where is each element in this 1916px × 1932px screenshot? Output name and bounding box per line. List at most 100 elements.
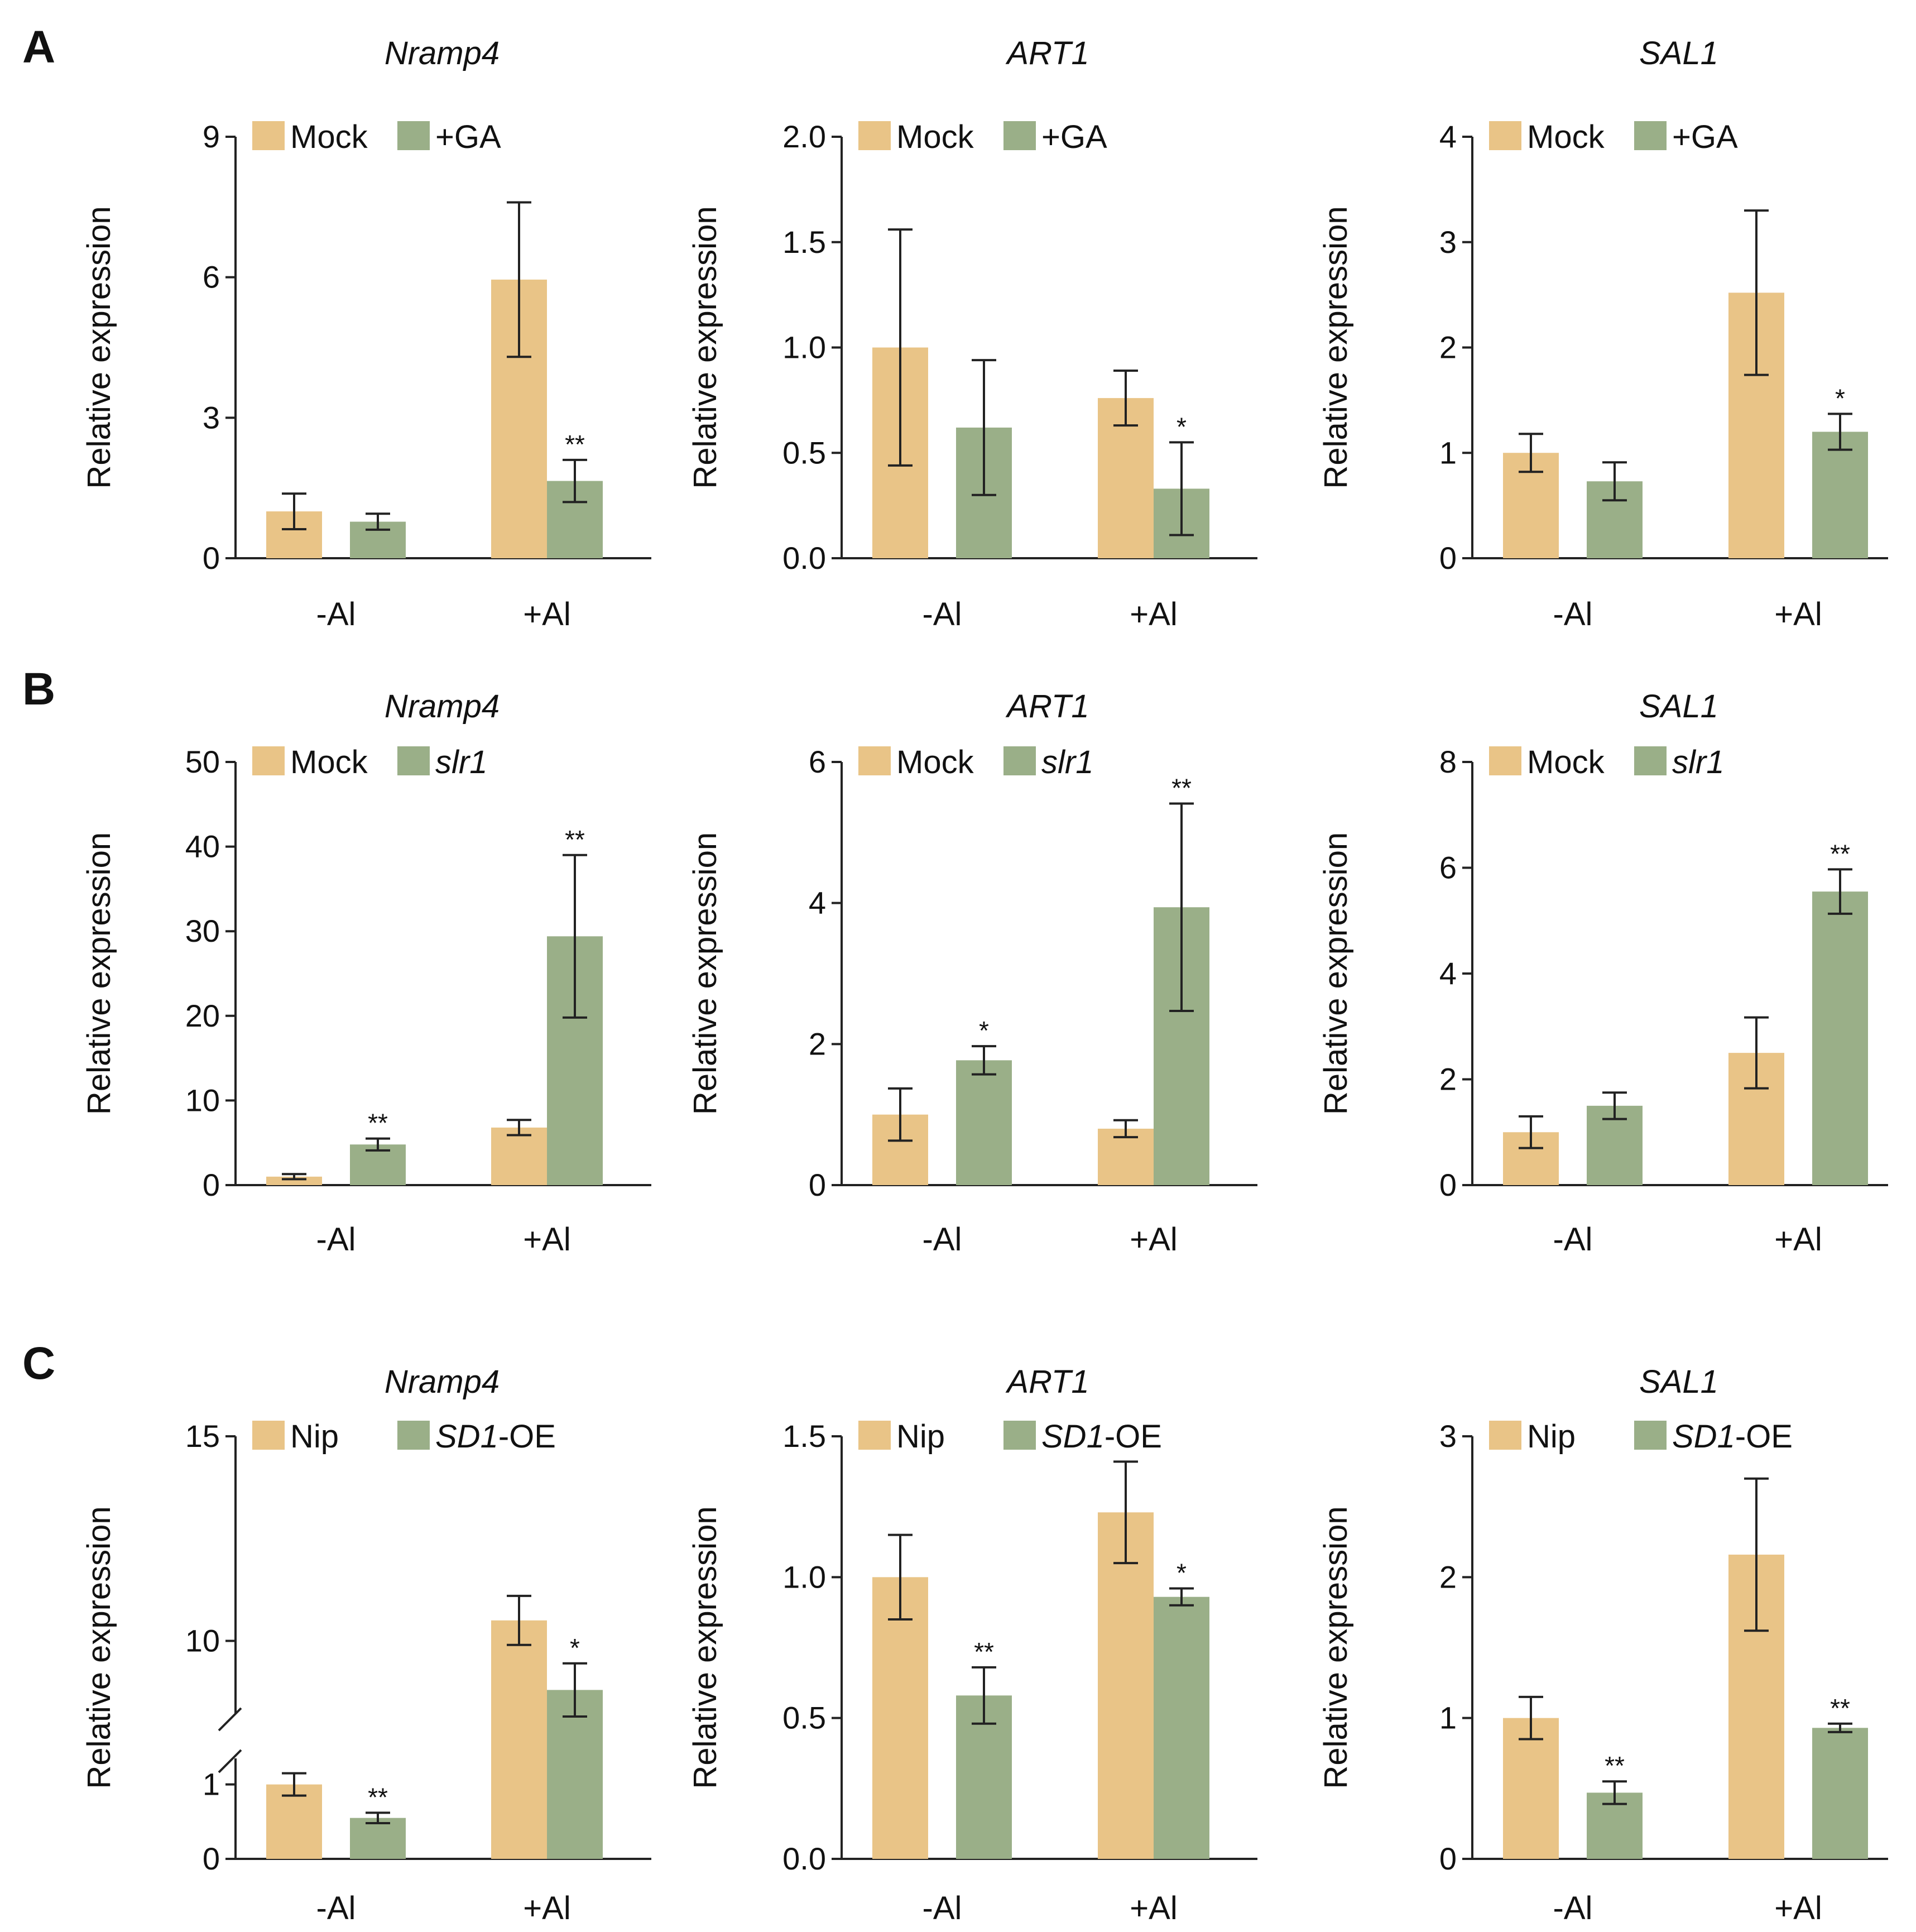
legend-label: Mock bbox=[1527, 744, 1605, 780]
legend-swatch bbox=[397, 746, 430, 775]
significance-mark: ** bbox=[368, 1109, 388, 1138]
legend-label-text: Nip bbox=[896, 1418, 945, 1455]
legend-label-text: Mock bbox=[290, 744, 368, 780]
x-category-label: +Al bbox=[1130, 1221, 1177, 1258]
y-tick-label: 0 bbox=[203, 540, 220, 576]
legend-label-text: +GA bbox=[1041, 119, 1107, 155]
x-category-label: -Al bbox=[923, 596, 962, 632]
legend: Mock slr1 bbox=[1489, 744, 1724, 780]
y-tick-label: 15 bbox=[185, 1418, 220, 1454]
legend-label-text: Mock bbox=[1527, 744, 1605, 780]
legend-label: slr1 bbox=[1041, 744, 1093, 780]
y-axis-label: Relative expression bbox=[81, 832, 117, 1115]
x-category-label: -Al bbox=[923, 1221, 962, 1258]
axis-break-mark bbox=[218, 1707, 242, 1732]
y-tick-label: 10 bbox=[185, 1623, 220, 1658]
y-tick-label: 4 bbox=[809, 885, 826, 921]
legend-swatch bbox=[1003, 121, 1036, 150]
y-tick-label: 2 bbox=[1439, 1559, 1457, 1594]
y-tick-label: 2 bbox=[1439, 330, 1457, 365]
legend-swatch bbox=[252, 121, 285, 150]
x-category-label: +Al bbox=[1130, 1890, 1177, 1926]
y-tick-label: 0 bbox=[809, 1167, 826, 1202]
legend-swatch bbox=[1489, 121, 1521, 150]
y-axis-label: Relative expression bbox=[1318, 206, 1354, 488]
y-tick-label: 30 bbox=[185, 913, 220, 948]
legend-swatch bbox=[858, 746, 891, 775]
legend-label-text: +GA bbox=[1672, 119, 1738, 155]
chart-title: Nramp4 bbox=[385, 1364, 500, 1400]
legend-swatch bbox=[1634, 1421, 1667, 1450]
legend-swatch bbox=[1634, 121, 1667, 150]
y-tick-label: 1.5 bbox=[782, 224, 826, 260]
legend-label: slr1 bbox=[1672, 744, 1724, 780]
chart-b-nramp4: 0 10 20 30 40 50 Nramp4 Relative expression -Al +… bbox=[81, 688, 651, 1258]
legend-label-text: Mock bbox=[896, 119, 974, 155]
y-tick-label: 50 bbox=[185, 744, 220, 779]
y-tick-label: 20 bbox=[185, 998, 220, 1033]
y-tick-label: 1 bbox=[1439, 1700, 1457, 1736]
significance-mark: * bbox=[979, 1016, 989, 1045]
legend-label-suffix: -OE bbox=[1735, 1418, 1793, 1455]
legend-label-text: slr1 bbox=[435, 744, 487, 780]
legend-label-text: SD1 bbox=[435, 1418, 498, 1455]
y-tick-label: 1 bbox=[1439, 435, 1457, 470]
x-category-label: +Al bbox=[1774, 1221, 1822, 1258]
bar-nip bbox=[266, 1784, 322, 1859]
bar-nip bbox=[1098, 1512, 1154, 1859]
legend-label-text: Mock bbox=[1527, 119, 1605, 155]
bar-mock bbox=[266, 1176, 322, 1185]
y-tick-label: 2 bbox=[1439, 1062, 1457, 1097]
y-tick-label: 0.5 bbox=[782, 435, 826, 470]
y-tick-label: 4 bbox=[1439, 956, 1457, 991]
significance-mark: ** bbox=[565, 430, 585, 459]
axis-break-mark bbox=[218, 1749, 242, 1773]
legend-label: Nip bbox=[1527, 1418, 1576, 1455]
significance-mark: * bbox=[1835, 383, 1845, 413]
y-tick-label: 6 bbox=[809, 744, 826, 779]
legend-label: Mock bbox=[896, 119, 974, 155]
legend-label: Mock bbox=[1527, 119, 1605, 155]
legend-swatch bbox=[858, 1421, 891, 1450]
legend-label: slr1 bbox=[435, 744, 487, 780]
legend-swatch bbox=[1003, 1421, 1036, 1450]
legend-label: Mock bbox=[896, 744, 974, 780]
y-tick-label: 1.0 bbox=[782, 330, 826, 365]
significance-mark: ** bbox=[368, 1782, 388, 1811]
legend-swatch bbox=[1489, 746, 1521, 775]
legend-label-text: Nip bbox=[1527, 1418, 1576, 1455]
y-tick-label: 1.0 bbox=[782, 1559, 826, 1594]
legend-label: SD1-OE bbox=[1672, 1418, 1793, 1455]
significance-mark: ** bbox=[1605, 1751, 1625, 1780]
x-category-label: -Al bbox=[316, 1890, 356, 1926]
legend-swatch bbox=[1003, 746, 1036, 775]
y-tick-label: 6 bbox=[203, 260, 220, 295]
legend: Mock slr1 bbox=[252, 744, 487, 780]
significance-mark: * bbox=[1177, 412, 1187, 441]
legend: Nip SD1-OE bbox=[252, 1418, 556, 1455]
chart-title: ART1 bbox=[1005, 688, 1089, 725]
y-tick-label: 6 bbox=[1439, 850, 1457, 885]
bar-mock bbox=[491, 1127, 547, 1185]
legend-label-suffix: -OE bbox=[498, 1418, 556, 1455]
legend-label-text: slr1 bbox=[1672, 744, 1724, 780]
legend: Nip SD1-OE bbox=[1489, 1418, 1793, 1455]
legend-label-text: Mock bbox=[290, 119, 368, 155]
panel-letter-b: B bbox=[22, 664, 55, 715]
significance-mark: * bbox=[570, 1633, 580, 1662]
legend-swatch bbox=[252, 746, 285, 775]
bar-slr1 bbox=[1812, 891, 1868, 1185]
legend: Mock +GA bbox=[252, 119, 501, 155]
legend-label: Mock bbox=[290, 119, 368, 155]
legend-label-suffix: -OE bbox=[1105, 1418, 1162, 1455]
panel-letter-a: A bbox=[22, 22, 55, 73]
bar-nip bbox=[872, 1577, 928, 1859]
legend-swatch bbox=[858, 121, 891, 150]
y-tick-label: 10 bbox=[185, 1082, 220, 1118]
x-category-label: +Al bbox=[1774, 1890, 1822, 1926]
x-category-label: -Al bbox=[316, 1221, 356, 1258]
bar-+ga bbox=[1812, 432, 1868, 558]
chart-title: Nramp4 bbox=[385, 35, 500, 71]
chart-a-sal1: 0 1 2 3 4 SAL1 Relative expression -Al +Al * Mock +… bbox=[1318, 35, 1888, 632]
